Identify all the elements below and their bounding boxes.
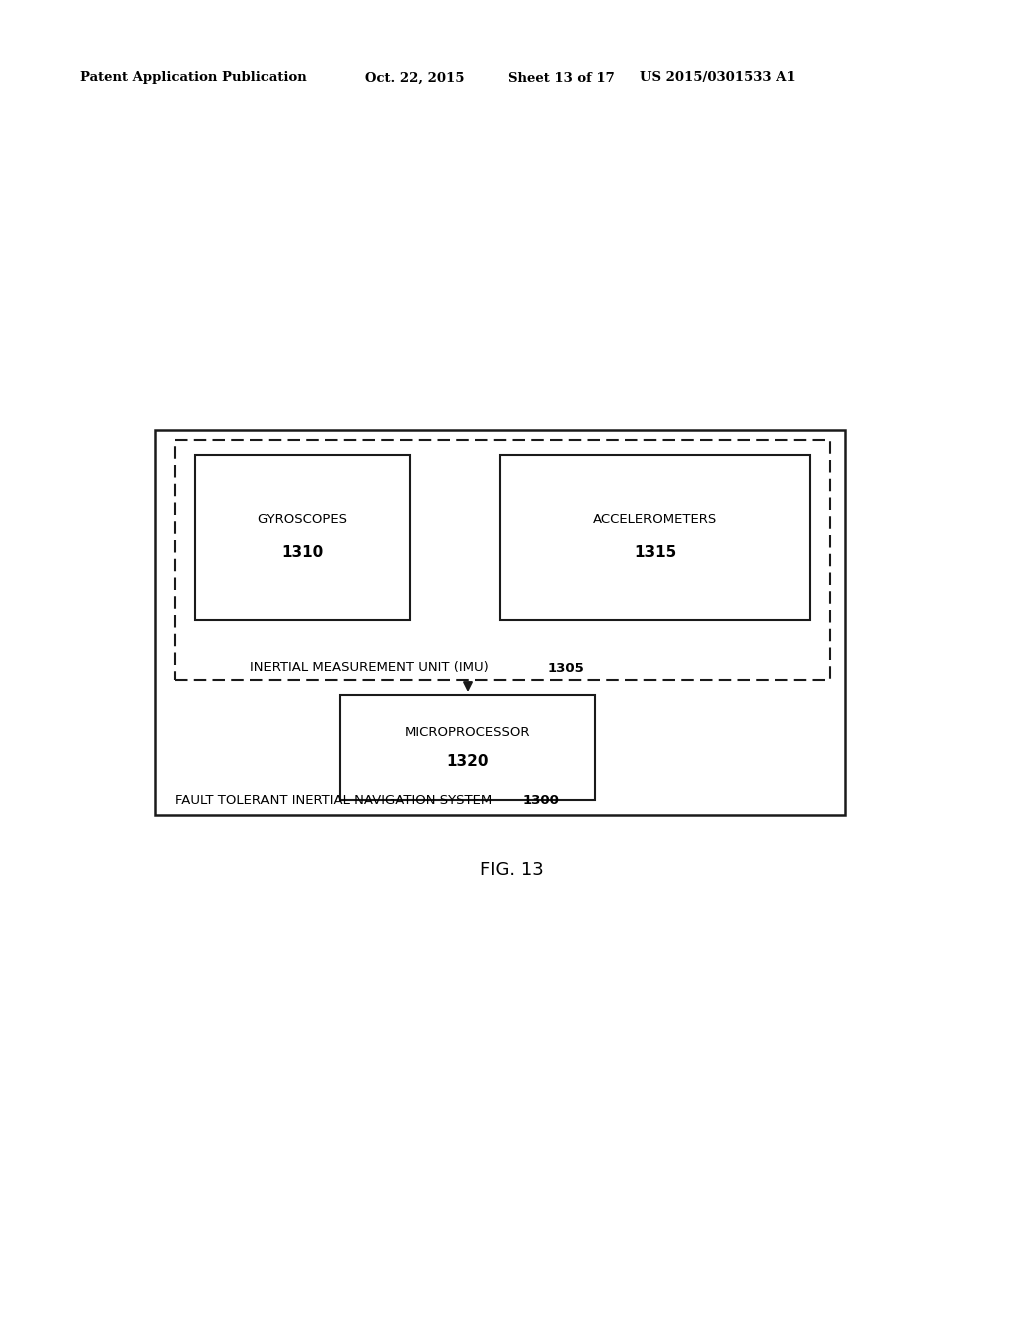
Text: FAULT TOLERANT INERTIAL NAVIGATION SYSTEM: FAULT TOLERANT INERTIAL NAVIGATION SYSTE… [175, 793, 497, 807]
Text: MICROPROCESSOR: MICROPROCESSOR [404, 726, 530, 739]
Bar [500, 455, 810, 620]
Text: FIG. 13: FIG. 13 [480, 861, 544, 879]
Text: US 2015/0301533 A1: US 2015/0301533 A1 [640, 71, 796, 84]
Text: Sheet 13 of 17: Sheet 13 of 17 [508, 71, 614, 84]
Bar [175, 440, 830, 680]
Text: Patent Application Publication: Patent Application Publication [80, 71, 307, 84]
Text: 1300: 1300 [523, 793, 560, 807]
Bar [195, 455, 410, 620]
Bar [340, 696, 595, 800]
Text: 1315: 1315 [634, 545, 676, 560]
Text: 1320: 1320 [446, 754, 488, 770]
Bar [155, 430, 845, 814]
Text: INERTIAL MEASUREMENT UNIT (IMU): INERTIAL MEASUREMENT UNIT (IMU) [250, 661, 493, 675]
Text: ACCELEROMETERS: ACCELEROMETERS [593, 513, 717, 525]
Text: 1310: 1310 [282, 545, 324, 560]
Text: Oct. 22, 2015: Oct. 22, 2015 [365, 71, 465, 84]
Text: 1305: 1305 [548, 661, 585, 675]
Text: GYROSCOPES: GYROSCOPES [257, 513, 347, 525]
